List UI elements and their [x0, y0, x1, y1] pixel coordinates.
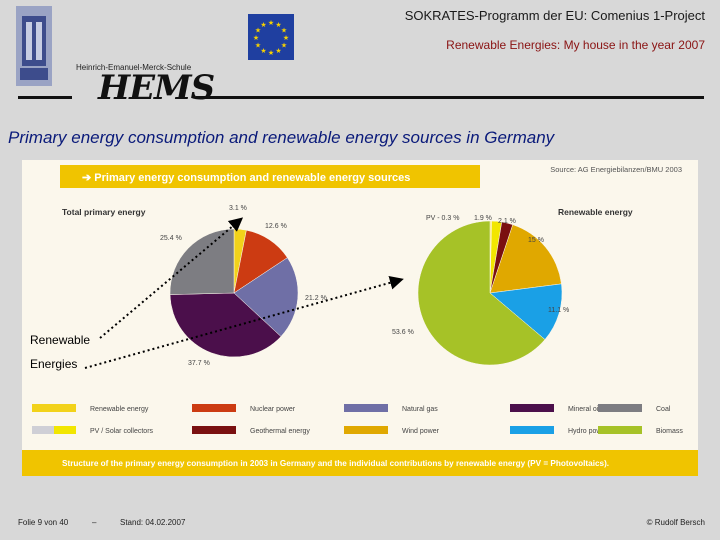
- slice-label: 3.1 %: [229, 205, 247, 212]
- annotation-line1: Renewable: [30, 333, 91, 347]
- legend-swatch: [192, 426, 236, 434]
- legend-swatch: [32, 426, 54, 434]
- legend-swatch: [344, 426, 388, 434]
- pie-slice: [169, 228, 235, 295]
- legend-label: Biomass: [656, 428, 683, 435]
- legend: Renewable energy Nuclear power Natural gas…: [32, 404, 683, 435]
- legend-swatch: [510, 404, 554, 412]
- arrow-to-right-pie: [84, 275, 404, 369]
- slide-title: Primary energy consumption and renewable…: [8, 128, 555, 147]
- legend-swatch: [598, 426, 642, 434]
- pie-right-title: Renewable energy: [558, 207, 633, 217]
- hems-logo: HEMS: [98, 68, 215, 108]
- eu-star-icon: ★: [283, 34, 289, 42]
- pie-slice: [489, 224, 562, 294]
- caption-text: Structure of the primary energy consumpt…: [62, 459, 609, 468]
- eu-star-icon: ★: [275, 21, 281, 29]
- legend-swatch: [598, 404, 642, 412]
- eu-star-icon: ★: [281, 27, 287, 35]
- pie-left: 3.1 % 12.6 % 21.2 % 37.7 % 25.4 %: [160, 205, 327, 367]
- slice-label: 2.1 %: [498, 218, 516, 225]
- chart-figure: ➔ Primary energy consumption and renewab…: [22, 165, 698, 476]
- header-subtitle: Renewable Energies: My house in the year…: [446, 38, 705, 52]
- renewable-annotation: Renewable Energies: [30, 328, 90, 376]
- footer-author: © Rudolf Bersch: [646, 518, 705, 527]
- eu-star-icon: ★: [260, 47, 266, 55]
- school-name: Heinrich-Emanuel-Merck-Schule: [76, 63, 192, 72]
- slice-label: 11.1 %: [548, 307, 569, 314]
- legend-label: Nuclear power: [250, 406, 296, 413]
- legend-swatch: [344, 404, 388, 412]
- legend-label: Natural gas: [402, 406, 438, 413]
- slice-label: 15 %: [528, 237, 544, 244]
- legend-label: Hydro power: [568, 428, 608, 435]
- eu-star-icon: ★: [268, 49, 274, 57]
- footer-date: Stand: 04.02.2007: [120, 518, 186, 527]
- pie-slice: [417, 220, 546, 366]
- legend-label: Renewable energy: [90, 406, 149, 413]
- eu-flag-icon: ★ ★★★★★★★★★★★: [248, 14, 294, 60]
- footer-dash: –: [92, 518, 97, 527]
- eu-star-icon: ★: [255, 27, 261, 35]
- eu-star-icon: ★: [255, 42, 261, 50]
- chart-panel: [22, 160, 698, 476]
- legend-swatch: [192, 404, 236, 412]
- pie-left-title: Total primary energy: [62, 207, 146, 217]
- eu-star-icon: ★: [275, 47, 281, 55]
- legend-label: Coal: [656, 406, 671, 413]
- slice-label: 37.7 %: [188, 360, 210, 367]
- banner-text: ➔ Primary energy consumption and renewab…: [82, 172, 410, 184]
- legend-label: Wind power: [402, 428, 440, 435]
- header-rule-right: [196, 96, 704, 99]
- arrow-to-left-pie: [99, 217, 244, 339]
- slice-label: 53.6 %: [392, 329, 414, 336]
- pie-right: PV - 0.3 % 1.9 % 2.1 % 15 % 11.1 % 53.6 %: [392, 215, 569, 366]
- legend-label: Geothermal energy: [250, 428, 310, 435]
- legend-label: PV / Solar collectors: [90, 428, 154, 435]
- annotation-line2: Energies: [30, 357, 78, 371]
- legend-swatch: [54, 426, 76, 434]
- school-crest-logo: [16, 6, 52, 86]
- eu-star-icon: ★: [281, 42, 287, 50]
- eu-star-icon: ★: [268, 19, 274, 27]
- legend-swatch: [32, 404, 76, 412]
- eu-star-icon: ★: [253, 34, 259, 42]
- slice-label: 25.4 %: [160, 235, 182, 242]
- header-title: SOKRATES-Programm der EU: Comenius 1-Pro…: [404, 8, 705, 23]
- footer-slide-number: Folie 9 von 40: [18, 518, 69, 527]
- pie-slice: [169, 292, 282, 358]
- slice-label: 12.6 %: [265, 223, 287, 230]
- eu-star-icon: ★: [260, 21, 266, 29]
- pie-slice: [489, 283, 563, 340]
- caption-bar: [22, 450, 698, 476]
- pie-slice: [233, 257, 299, 337]
- source-text: Source: AG Energiebilanzen/BMU 2003: [550, 165, 682, 174]
- slice-label: 1.9 %: [474, 215, 492, 222]
- header-rule-left: [18, 96, 72, 99]
- legend-label: Mineral oil: [568, 406, 600, 413]
- banner-bar: [60, 165, 480, 188]
- legend-swatch: [510, 426, 554, 434]
- slice-label: 21.2 %: [305, 295, 327, 302]
- slice-label: PV - 0.3 %: [426, 215, 459, 222]
